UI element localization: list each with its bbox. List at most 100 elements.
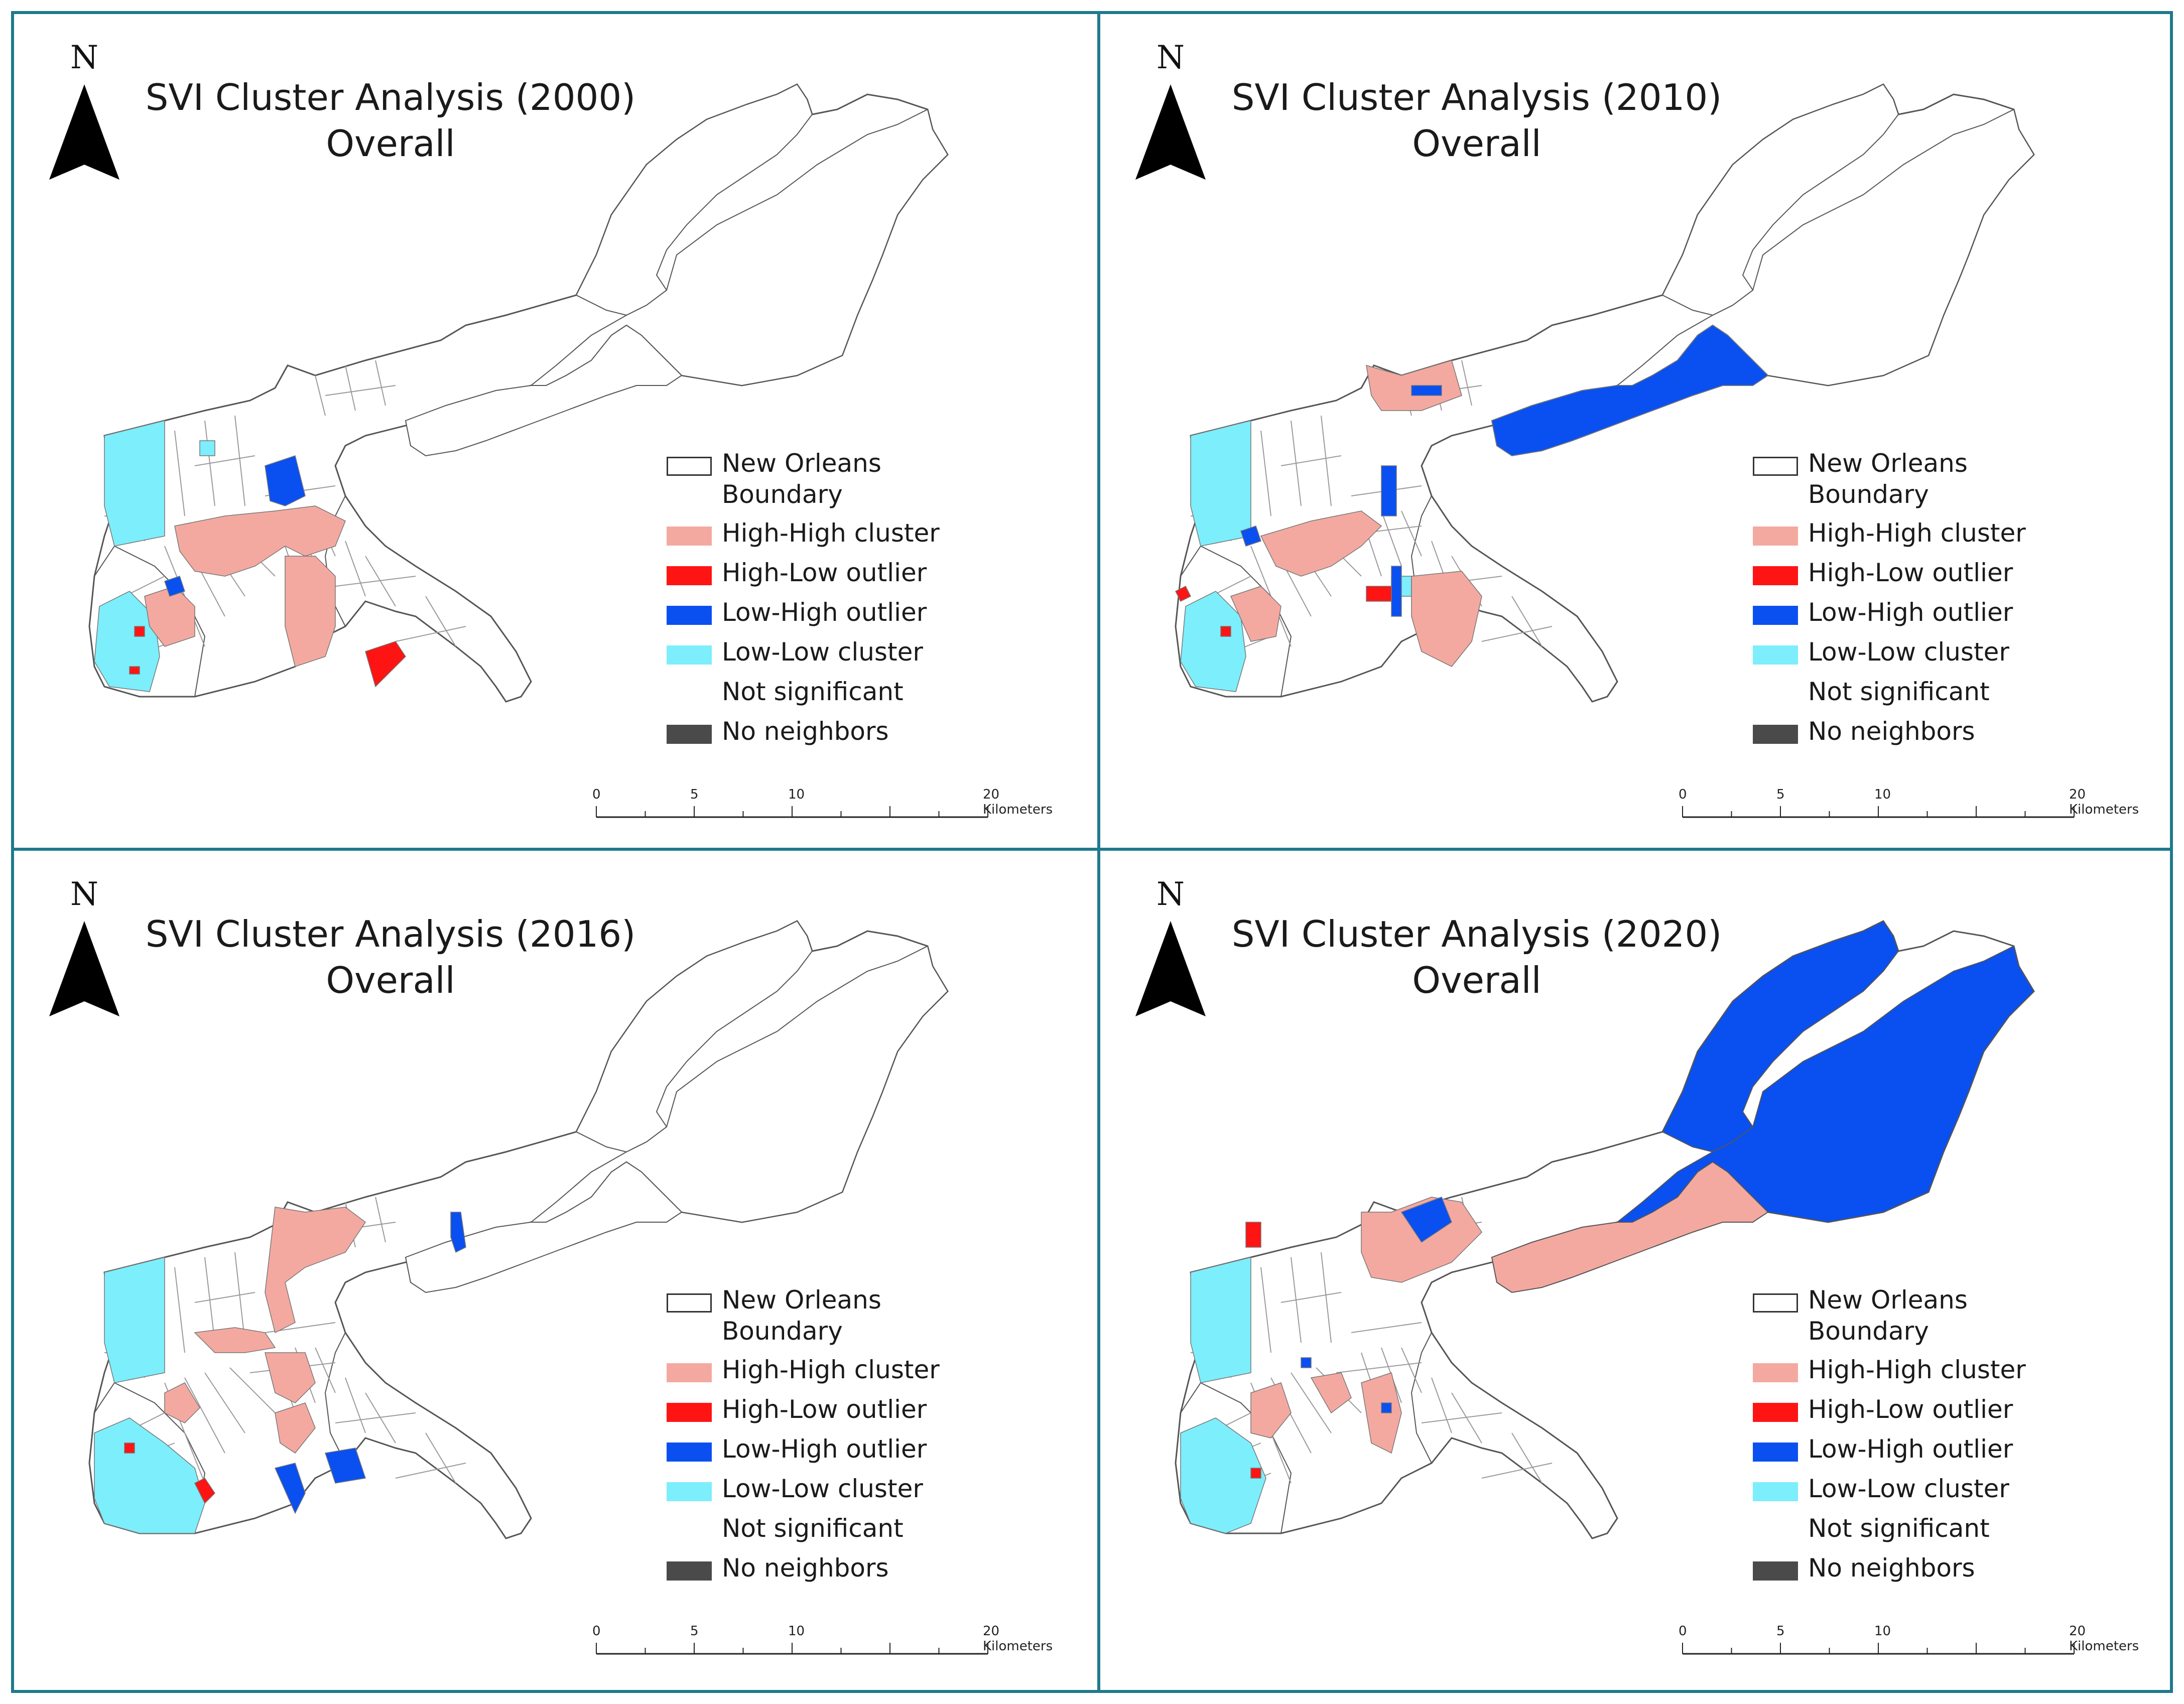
legend-label: High-High cluster	[722, 1355, 940, 1384]
legend-label: No neighbors	[722, 1553, 889, 1583]
scale-bar: 0 5 10 20 Kilometers	[566, 777, 1068, 832]
eastern-basin	[575, 83, 813, 316]
map-canvas	[1175, 83, 2035, 703]
map-panel-2010: N SVI Cluster Analysis (2010) Overall New O…	[1100, 14, 2184, 847]
legend-label: Low-Low cluster	[1808, 637, 2009, 667]
scale-tick-label: 20 Kilometers	[983, 787, 1053, 817]
cluster-low-low-tract	[1180, 591, 1246, 692]
cluster-low-low-tract	[104, 1257, 165, 1383]
legend-item-high-low: High-Low outlier	[1753, 555, 2104, 595]
legend-item-not-significant: Not significant	[667, 674, 1018, 714]
legend-swatch	[1753, 645, 1798, 665]
map-panel-2020: N SVI Cluster Analysis (2020) Overall New O…	[1100, 851, 2184, 1684]
map-title-line2: Overall	[1412, 959, 1541, 1001]
cluster-low-high-tract	[1400, 1197, 1452, 1243]
scale-tick-label: 5	[1776, 787, 1785, 802]
legend-label: High-High cluster	[1808, 1355, 2026, 1384]
cluster-high-high-tract	[1230, 586, 1281, 642]
scale-bar: 0 5 10 20 Kilometers	[1652, 777, 2154, 832]
legend-label: No neighbors	[1808, 717, 1975, 746]
cluster-low-high-tract	[164, 576, 185, 597]
lakefront-tract	[405, 1161, 683, 1293]
cluster-high-low-tract	[129, 666, 140, 675]
legend-swatch	[667, 725, 712, 744]
legend-swatch	[1753, 527, 1798, 546]
north-arrow: N	[1135, 39, 1206, 190]
map-title: SVI Cluster Analysis (2016) Overall	[114, 911, 667, 1003]
cluster-high-low-tract	[124, 1443, 135, 1454]
cluster-high-high-tract	[164, 1382, 200, 1423]
eastern-basin	[575, 920, 813, 1153]
uptown-region	[1175, 545, 1292, 697]
legend: New Orleans Boundary High-High cluster Hig…	[1753, 1282, 2104, 1590]
map-panel-2000: N SVI Cluster Analysis (2000) Overall New O…	[14, 14, 1098, 847]
map-title-line1: SVI Cluster Analysis (2000)	[145, 76, 636, 118]
map-title: SVI Cluster Analysis (2010) Overall	[1201, 74, 1753, 167]
legend-swatch	[1753, 1561, 1798, 1581]
legend: New Orleans Boundary High-High cluster Hig…	[667, 1282, 1018, 1590]
legend-label: High-High cluster	[722, 518, 940, 548]
scale-tick-label: 10	[1874, 787, 1891, 802]
cluster-low-high-tract	[1301, 1357, 1312, 1368]
algiers-region	[324, 1332, 532, 1539]
legend-label: New Orleans Boundary	[722, 1285, 881, 1346]
map-canvas	[1175, 920, 2035, 1539]
legend-label: Low-High outlier	[1808, 598, 2013, 627]
north-arrow: N	[49, 876, 119, 1026]
legend-label: Not significant	[1808, 1514, 1990, 1543]
legend-item-boundary: New Orleans Boundary	[1753, 446, 2104, 515]
legend-swatch	[667, 606, 712, 625]
legend-item-no-neighbors: No neighbors	[667, 1550, 1018, 1590]
legend-swatch	[1753, 1482, 1798, 1501]
legend-item-no-neighbors: No neighbors	[667, 714, 1018, 753]
legend-label: New Orleans Boundary	[722, 449, 881, 509]
uptown-region	[1175, 1382, 1292, 1534]
cluster-low-low-tract	[1190, 420, 1251, 547]
legend-swatch	[667, 1482, 712, 1501]
legend-item-not-significant: Not significant	[667, 1511, 1018, 1550]
legend-item-boundary: New Orleans Boundary	[1753, 1282, 2104, 1352]
cluster-high-high-tract	[285, 556, 336, 667]
cluster-low-low-tract	[199, 440, 215, 456]
uptown-region	[88, 545, 206, 697]
scale-tick-label: 20 Kilometers	[2069, 1624, 2139, 1654]
north-arrow-icon	[1135, 84, 1206, 180]
legend-item-boundary: New Orleans Boundary	[667, 446, 1018, 515]
legend: New Orleans Boundary High-High cluster Hig…	[1753, 446, 2104, 753]
cluster-high-low-tract	[1245, 1222, 1261, 1248]
legend-label: New Orleans Boundary	[1808, 449, 1968, 509]
legend-item-no-neighbors: No neighbors	[1753, 714, 2104, 753]
map-title-line2: Overall	[1412, 122, 1541, 165]
map-title-line1: SVI Cluster Analysis (2010)	[1231, 76, 1722, 118]
legend-item-low-low: Low-Low cluster	[1753, 1471, 2104, 1511]
north-label: N	[70, 39, 98, 76]
legend-label: Low-High outlier	[722, 1434, 927, 1464]
legend-label: Not significant	[1808, 677, 1990, 706]
north-label: N	[1157, 876, 1185, 913]
cluster-high-high-tract	[194, 1327, 276, 1353]
legend-item-low-low: Low-Low cluster	[1753, 634, 2104, 674]
cluster-low-low-tract	[1180, 1417, 1266, 1534]
legend-label: No neighbors	[722, 717, 889, 746]
scale-tick-label: 5	[690, 787, 699, 802]
cluster-low-low-tract	[104, 420, 165, 547]
legend-item-low-high: Low-High outlier	[667, 1431, 1018, 1471]
north-arrow-icon	[1135, 921, 1206, 1016]
legend-label: Not significant	[722, 677, 904, 706]
map-title-line2: Overall	[326, 959, 455, 1001]
legend-item-low-low: Low-Low cluster	[667, 1471, 1018, 1511]
scale-bar: 0 5 10 20 Kilometers	[1652, 1614, 2154, 1669]
legend-item-boundary: New Orleans Boundary	[667, 1282, 1018, 1352]
map-title-line1: SVI Cluster Analysis (2020)	[1231, 913, 1722, 955]
legend-label: Low-Low cluster	[1808, 1474, 2009, 1503]
map-title-line2: Overall	[326, 122, 455, 165]
legend-label: New Orleans Boundary	[1808, 1285, 1968, 1346]
map-canvas	[88, 83, 949, 703]
legend-item-not-significant: Not significant	[1753, 1511, 2104, 1550]
legend-swatch	[667, 1293, 712, 1313]
legend-swatch	[1753, 566, 1798, 585]
north-arrow: N	[1135, 876, 1206, 1026]
cluster-high-low-tract	[1175, 585, 1192, 602]
legend-label: Low-High outlier	[1808, 1434, 2013, 1464]
legend-swatch	[1753, 1403, 1798, 1422]
